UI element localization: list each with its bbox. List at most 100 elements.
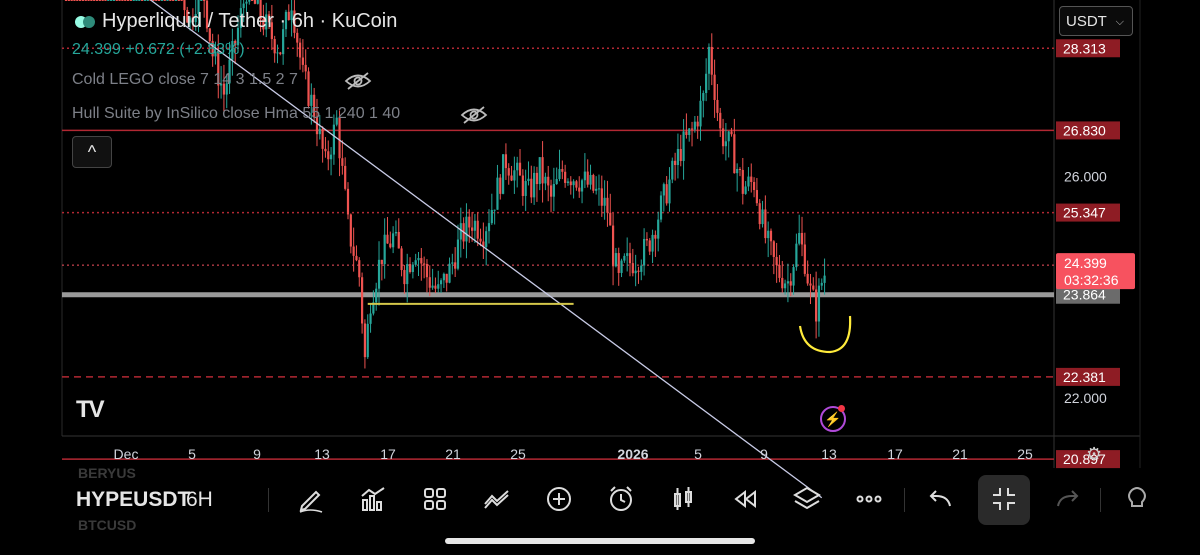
notification-dot [838, 405, 845, 412]
candle-body [620, 260, 623, 273]
add-icon[interactable] [544, 484, 574, 514]
candle-body [806, 273, 809, 284]
candle-body [730, 131, 733, 135]
candle-body [442, 273, 445, 281]
more-icon[interactable] [854, 484, 884, 514]
candle-body [290, 10, 293, 21]
candle-body [648, 240, 651, 252]
candle-body [603, 197, 606, 206]
level-label: 26.830 [1063, 122, 1106, 138]
layers-icon[interactable] [792, 484, 822, 514]
candle-body [172, 0, 175, 1]
candle-body [234, 40, 237, 46]
candle-body [626, 253, 629, 256]
candle-body [372, 302, 375, 314]
candle-body [428, 277, 431, 288]
candle-body [408, 264, 412, 273]
candle-body [595, 188, 598, 191]
compare-icon[interactable] [482, 484, 512, 514]
candle-body [141, 0, 144, 1]
candle-body [507, 168, 510, 176]
level-label: 22.381 [1063, 369, 1106, 385]
candle-body [248, 0, 251, 2]
candle-body [417, 258, 420, 261]
candle-body [719, 112, 722, 129]
candle-body [561, 169, 564, 172]
candle-body [685, 131, 688, 136]
candle-body [552, 184, 555, 197]
candle-body [155, 0, 158, 1]
redo-icon[interactable] [1052, 484, 1082, 514]
candle-body [809, 283, 812, 286]
candle-body [693, 121, 696, 130]
candle-body [798, 232, 801, 244]
candle-body [169, 0, 172, 1]
candle-body [138, 0, 141, 1]
candle-body [445, 273, 448, 283]
timeframe-button[interactable]: 6H [186, 488, 213, 511]
layout-icon[interactable] [420, 484, 450, 514]
candle-body [313, 94, 316, 117]
fullscreen-exit-icon[interactable] [989, 484, 1019, 514]
eye-off-icon[interactable] [344, 71, 372, 91]
gear-icon[interactable]: ⚙ [1086, 444, 1103, 464]
candle-body [502, 154, 505, 194]
replay-icon[interactable] [730, 484, 760, 514]
candle-body [84, 0, 87, 1]
candle-body [792, 267, 795, 286]
countdown-label: 03:32:36 [1064, 272, 1119, 288]
candle-body [126, 0, 130, 1]
candle-body [609, 212, 612, 226]
candle-body [318, 128, 321, 135]
candle-body [423, 263, 426, 265]
indicators-icon[interactable] [358, 484, 388, 514]
candle-body [634, 270, 637, 274]
candle-body [301, 57, 304, 65]
alert-icon[interactable] [606, 484, 636, 514]
candle-body [716, 99, 719, 113]
candle-body [569, 181, 572, 186]
eye-off-icon[interactable] [460, 105, 488, 125]
candle-body [115, 0, 118, 1]
symbol-button[interactable]: HYPEUSDT [76, 488, 191, 511]
bulb-icon[interactable] [1122, 484, 1152, 514]
indicator-cold-lego[interactable]: Cold LEGO close 7 14 3 1.5 2 7 [72, 71, 298, 88]
candle-body [101, 0, 104, 1]
chart-title[interactable]: Hyperliquid / Tether · 6h · KuCoin [102, 10, 398, 32]
candle-body [188, 17, 192, 23]
candle-body [549, 185, 553, 197]
candle-body [527, 178, 530, 181]
candle-body [490, 210, 493, 224]
candle-body [245, 1, 248, 4]
candle-body [231, 40, 234, 60]
hyperliquid-logo [75, 16, 95, 28]
candle-body [727, 131, 730, 142]
candle-body [456, 239, 460, 269]
x-tick-label: 21 [952, 446, 968, 462]
x-tick-label: 17 [887, 446, 903, 462]
candle-body [166, 0, 169, 1]
candle-body [758, 203, 761, 225]
lightning-icon[interactable]: ⚡ [820, 406, 846, 432]
candle-body [287, 11, 290, 21]
collapse-legend-button[interactable]: ^ [72, 136, 112, 168]
candle-body [352, 246, 355, 256]
candle-body [397, 231, 400, 249]
candle-body [778, 265, 781, 278]
indicator-hull-suite[interactable]: Hull Suite by InSilico close Hma 55 1 24… [72, 105, 401, 122]
candle-body [211, 41, 214, 57]
undo-icon[interactable] [926, 484, 956, 514]
candle-body [383, 234, 386, 265]
candle-body [690, 128, 694, 130]
currency-select[interactable]: USDT ⌵ [1059, 6, 1133, 36]
pencil-icon[interactable] [296, 484, 326, 514]
candle-body [611, 225, 615, 267]
candle-body [191, 17, 194, 23]
candle-body [640, 265, 643, 272]
candle-body [496, 177, 499, 210]
candle-body [439, 280, 443, 285]
candle-body [203, 0, 206, 1]
candle-type-icon[interactable] [668, 484, 698, 514]
candle-body [220, 83, 223, 86]
